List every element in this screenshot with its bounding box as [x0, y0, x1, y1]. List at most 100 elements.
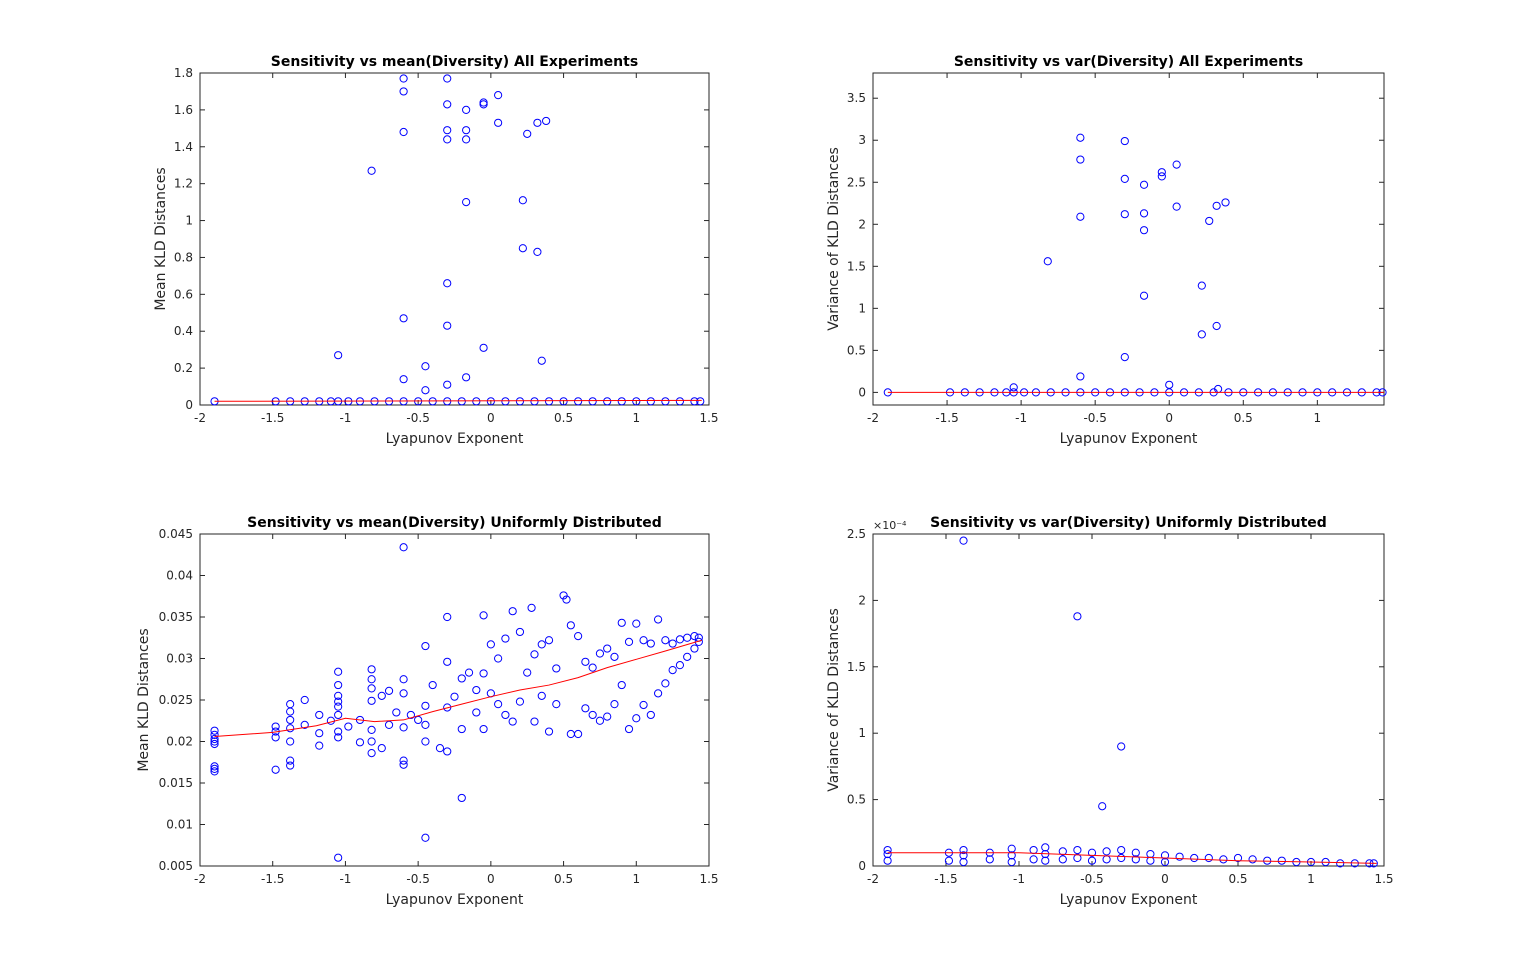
data-point: [537, 691, 546, 700]
y-tick-label: 1: [858, 726, 866, 740]
data-point: [1212, 321, 1221, 331]
data-point: [344, 722, 353, 731]
data-point: [457, 674, 466, 683]
data-point: [421, 833, 430, 842]
data-point: [661, 397, 670, 406]
y-tick-label: 0: [858, 859, 866, 873]
data-point: [588, 397, 597, 406]
y-tick-label: 0.2: [174, 361, 193, 375]
data-point: [286, 700, 295, 709]
data-point: [696, 397, 705, 406]
data-point: [334, 680, 343, 690]
chart-title: Sensitivity vs mean(Diversity) Uniformly…: [247, 515, 662, 531]
data-point: [271, 765, 280, 774]
data-point: [1205, 216, 1214, 226]
data-point: [675, 635, 685, 644]
data-point: [1172, 160, 1181, 169]
x-tick-label: -2: [867, 411, 879, 425]
data-point: [494, 91, 503, 100]
x-tick-label: -2: [867, 872, 879, 886]
y-tick-label: 0.01: [166, 818, 193, 832]
data-point: [1336, 859, 1345, 868]
data-point: [537, 640, 546, 649]
data-point: [334, 351, 343, 360]
x-tick-label: -1.5: [935, 411, 958, 425]
data-point: [443, 747, 452, 756]
data-point: [421, 737, 430, 746]
data-point: [530, 717, 539, 726]
data-point: [210, 762, 219, 771]
data-point: [300, 720, 309, 730]
y-axis-exponent: ×10⁻⁴: [873, 519, 907, 532]
data-point: [1120, 210, 1129, 219]
data-point: [1160, 851, 1170, 860]
data-point: [399, 87, 408, 96]
chart-title: Sensitivity vs var(Diversity) All Experi…: [954, 54, 1303, 70]
data-point: [486, 640, 495, 649]
data-point: [508, 717, 517, 726]
data-point: [367, 749, 376, 758]
y-tick-label: 0.035: [159, 610, 193, 624]
data-point: [661, 636, 670, 645]
data-point: [574, 631, 583, 641]
data-point: [399, 689, 408, 698]
y-axis-label: Mean KLD Distances: [153, 167, 169, 310]
data-point: [530, 650, 539, 659]
data-point: [544, 727, 554, 736]
x-tick-label: -1: [1015, 411, 1027, 425]
x-tick-label: 1: [632, 411, 640, 425]
data-point: [494, 118, 503, 127]
data-point: [421, 386, 430, 395]
data-point: [518, 244, 527, 253]
data-point: [508, 607, 517, 616]
data-point: [1212, 201, 1221, 210]
data-point: [588, 663, 597, 672]
y-tick-label: 0.015: [159, 776, 193, 790]
data-point: [286, 761, 295, 770]
data-point: [533, 247, 542, 257]
x-tick-label: -1.5: [261, 411, 284, 425]
data-point: [959, 536, 968, 545]
data-point: [1277, 856, 1286, 865]
data-point: [472, 685, 481, 695]
data-point: [610, 652, 619, 661]
data-point: [462, 105, 471, 114]
data-point: [334, 733, 343, 742]
data-point: [1007, 857, 1016, 867]
data-point: [639, 636, 648, 645]
data-point: [603, 712, 612, 721]
data-point: [479, 100, 488, 109]
axes-box: [872, 72, 1385, 406]
data-point: [1073, 612, 1082, 621]
data-point: [1139, 226, 1149, 235]
x-tick-label: -0.5: [1083, 411, 1106, 425]
data-point: [1139, 209, 1149, 218]
data-point: [518, 196, 527, 205]
data-point: [334, 702, 343, 711]
data-point: [428, 680, 437, 690]
y-axis-label: Variance of KLD Distances: [826, 608, 842, 792]
data-point: [515, 397, 525, 406]
data-point: [334, 727, 343, 736]
data-point: [537, 356, 546, 365]
data-point: [1029, 845, 1038, 855]
data-point: [1120, 136, 1129, 146]
data-point: [1175, 852, 1184, 861]
data-point: [399, 127, 408, 137]
data-point: [421, 701, 430, 710]
data-point: [377, 691, 386, 700]
y-axis-label: Variance of KLD Distances: [826, 147, 842, 331]
x-tick-label: -2: [194, 872, 206, 886]
data-point: [1120, 352, 1129, 362]
x-tick-label: 1: [1314, 411, 1322, 425]
data-point: [326, 716, 335, 725]
data-point: [494, 700, 503, 709]
data-point: [530, 397, 539, 406]
data-point: [443, 279, 452, 288]
x-axis-label: Lyapunov Exponent: [386, 892, 524, 908]
data-point: [443, 657, 452, 666]
data-point: [595, 716, 605, 725]
x-tick-label: -0.5: [406, 411, 429, 425]
data-point: [286, 756, 295, 765]
subplot-var-all-experiments: Sensitivity vs var(Diversity) All Experi…: [826, 54, 1387, 447]
